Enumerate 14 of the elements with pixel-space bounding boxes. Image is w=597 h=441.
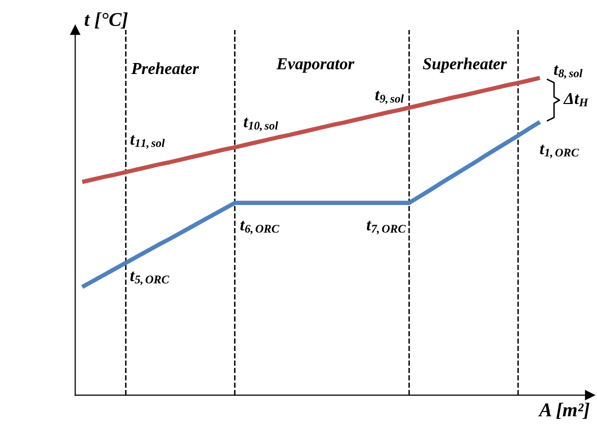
text: Preheater — [131, 62, 199, 74]
annotation: t$_{10,sol}$ — [244, 118, 278, 132]
annotation: t$_{6,ORC}$ — [240, 220, 280, 234]
text: Δt$_{H}$ — [563, 92, 588, 106]
annotation: t$_{5,ORC}$ — [130, 272, 170, 286]
y-axis-title: t [°C] — [84, 12, 128, 28]
annotation: t$_{7,ORC}$ — [366, 220, 406, 234]
text: t$_{8,sol}$ — [554, 65, 582, 79]
annotation: t$_{1,ORC}$ — [540, 144, 579, 158]
x-axis-title: A [m²] — [538, 402, 590, 419]
annotation: t$_{11,sol}$ — [130, 135, 165, 149]
text: Evaporator — [276, 58, 354, 73]
text: Superheater — [422, 58, 507, 73]
annotation: t$_{9,sol}$ — [375, 90, 404, 104]
